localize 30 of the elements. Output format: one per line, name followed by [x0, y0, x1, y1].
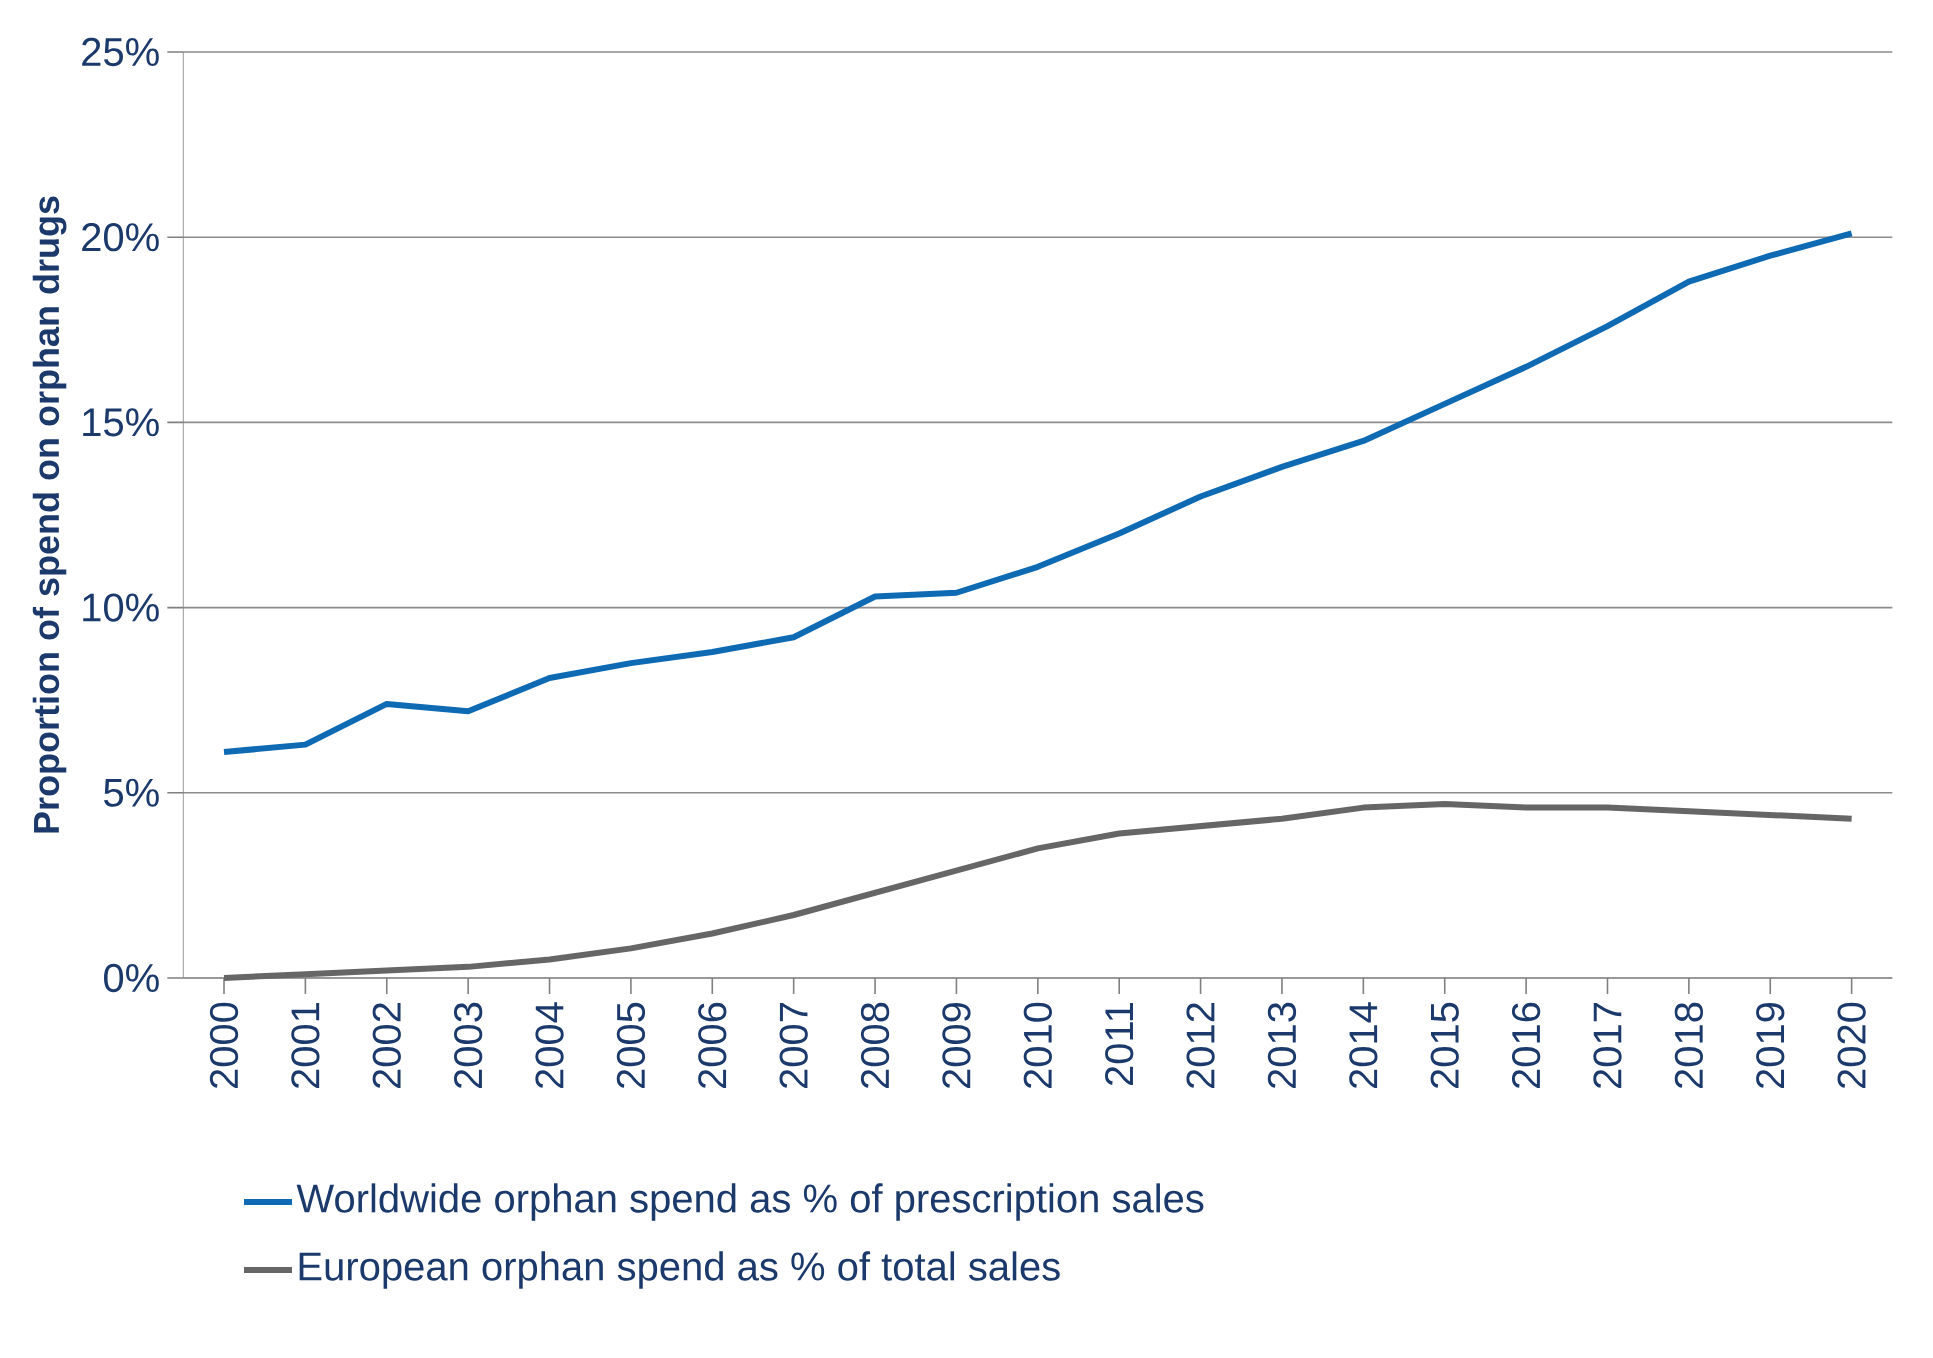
- y-tick-label: 25%: [82, 37, 159, 67]
- y-tick-label: 5%: [104, 778, 159, 807]
- legend-label: Worldwide orphan spend as % of prescription sales: [296, 1183, 1204, 1221]
- legend-label: European orphan spend as % of total sales: [299, 1251, 1060, 1289]
- y-tick-label: 15%: [83, 408, 159, 437]
- x-tick-label: 2001: [291, 1003, 320, 1089]
- x-tick-label: 2010: [1023, 1002, 1052, 1089]
- x-tick-label: 2007: [779, 1003, 808, 1089]
- x-tick-label: 2019: [1756, 1002, 1785, 1089]
- y-tick-label: 10%: [83, 593, 159, 622]
- x-tick-label: 2015: [1430, 1002, 1459, 1089]
- x-tick-label: 2018: [1674, 1002, 1704, 1089]
- x-tick-label: 2013: [1267, 1002, 1297, 1089]
- x-tick-label: 2011: [1105, 1003, 1134, 1086]
- x-tick-label: 2000: [209, 1002, 239, 1089]
- x-tick-label: 2002: [372, 1003, 401, 1089]
- x-tick-label: 2006: [698, 1002, 727, 1089]
- x-tick-label: 2003: [454, 1002, 483, 1089]
- x-tick-label: 2005: [616, 1002, 646, 1089]
- x-tick-label: 2020: [1837, 1002, 1866, 1089]
- y-tick-label: 20%: [82, 223, 159, 252]
- x-tick-label: 2009: [942, 1002, 971, 1089]
- x-tick-label: 2008: [860, 1002, 890, 1089]
- x-tick-label: 2012: [1186, 1003, 1215, 1089]
- x-tick-label: 2004: [535, 1002, 564, 1089]
- x-tick-label: 2016: [1511, 1002, 1541, 1089]
- y-tick-label: 0%: [104, 963, 159, 993]
- x-tick-label: 2014: [1349, 1002, 1378, 1089]
- y-axis-title: Proportion of spend on orphan drugs: [32, 196, 67, 833]
- x-tick-label: 2017: [1593, 1003, 1622, 1089]
